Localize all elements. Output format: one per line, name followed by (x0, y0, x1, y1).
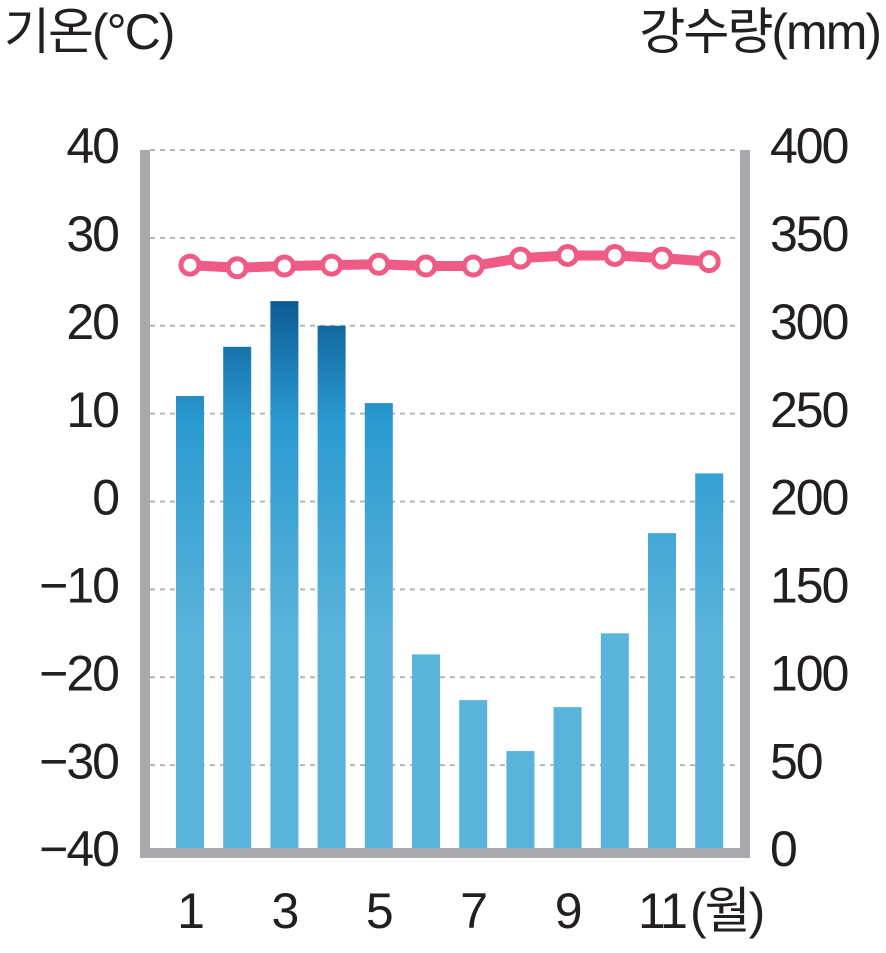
temperature-point (367, 252, 391, 276)
y-tick-label: 20 (66, 294, 118, 350)
y2-tick-label: 300 (770, 294, 848, 350)
temperature-point (320, 253, 344, 277)
y2-tick-label: 0 (770, 821, 796, 877)
x-tick-label: 11 (638, 883, 686, 939)
bar (317, 325, 346, 848)
y-tick-label: 40 (66, 118, 118, 174)
y-tick-label: 30 (66, 206, 118, 262)
temperature-point (272, 254, 296, 278)
bar (223, 346, 252, 848)
y2-tick-label: 400 (770, 118, 848, 174)
plot-frame (140, 150, 750, 858)
y2-tick-label: 350 (770, 206, 848, 262)
y-tick-label: −40 (39, 821, 118, 877)
y-tick-label: −20 (39, 645, 118, 701)
x-tick-label: 1 (177, 883, 203, 939)
temperature-point (697, 250, 721, 274)
x-tick-label: 7 (460, 883, 486, 939)
temperature-point (650, 246, 674, 270)
bar (506, 751, 535, 848)
bar (459, 700, 488, 848)
y2-tick-label: 100 (770, 645, 848, 701)
temperature-point (508, 246, 532, 270)
temperature-point (603, 243, 627, 267)
bar (553, 707, 582, 848)
bar (270, 301, 299, 848)
temperature-point (414, 254, 438, 278)
temperature-point (225, 256, 249, 280)
bar (364, 403, 393, 848)
y-tick-label: 10 (66, 382, 118, 438)
temperature-point (556, 243, 580, 267)
y2-tick-label: 50 (770, 733, 822, 789)
y2-axis-title: 강수량(mm) (639, 4, 880, 60)
y-tick-label: −30 (39, 733, 118, 789)
bar (695, 473, 724, 848)
bar (600, 633, 629, 848)
y-tick-label: 0 (92, 470, 118, 526)
y2-tick-label: 250 (770, 382, 848, 438)
y2-tick-label: 200 (770, 470, 848, 526)
temperature-line (189, 250, 710, 273)
y2-tick-label: 150 (770, 558, 848, 614)
bar (176, 396, 204, 848)
bar (648, 533, 676, 848)
x-tick-label: 3 (271, 883, 297, 939)
bar (412, 654, 440, 848)
temperature-point (461, 254, 485, 278)
x-tick-label: 5 (366, 883, 392, 939)
y-axis-title: 기온(°C) (4, 4, 173, 60)
y-tick-label: −10 (39, 558, 118, 614)
temperature-point (178, 253, 202, 277)
x-unit-label: (월) (690, 883, 763, 939)
x-tick-label: 9 (555, 883, 581, 939)
